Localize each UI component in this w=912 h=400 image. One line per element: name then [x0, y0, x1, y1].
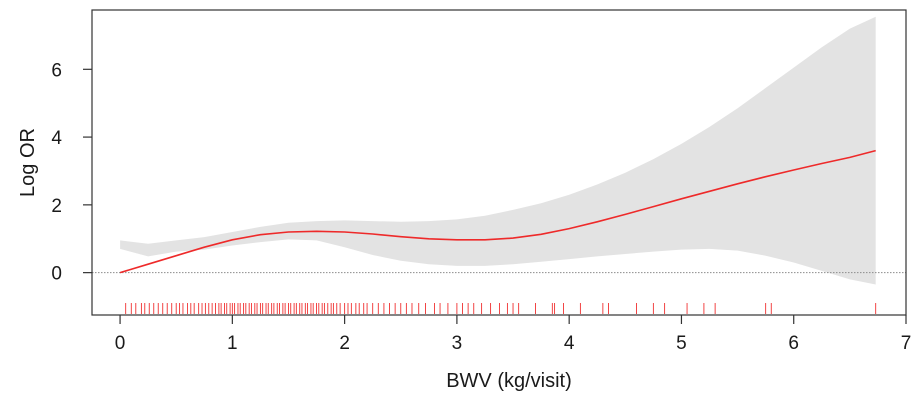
x-tick-label: 4 — [564, 333, 575, 354]
x-tick-label: 2 — [339, 333, 350, 354]
confidence-band — [120, 16, 876, 285]
y-axis-title: Log OR — [17, 128, 39, 197]
x-tick-label: 1 — [227, 333, 238, 354]
y-tick-label: 6 — [51, 60, 62, 81]
y-tick-label: 4 — [51, 128, 62, 149]
x-tick-label: 7 — [901, 333, 912, 354]
x-tick-label: 6 — [788, 333, 799, 354]
x-tick-label: 5 — [676, 333, 687, 354]
x-axis: 0 1 2 3 4 5 6 7 — [115, 315, 912, 354]
y-tick-label: 2 — [51, 196, 62, 217]
rug-marks — [125, 303, 877, 314]
fitted-curve — [119, 149, 876, 274]
y-axis: 0 2 4 6 — [51, 60, 92, 285]
x-tick-label: 0 — [115, 333, 126, 354]
x-tick-label: 3 — [452, 333, 463, 354]
y-tick-label: 0 — [51, 264, 62, 285]
plot-frame — [91, 9, 907, 316]
x-axis-title: BWV (kg/visit) — [446, 370, 572, 392]
